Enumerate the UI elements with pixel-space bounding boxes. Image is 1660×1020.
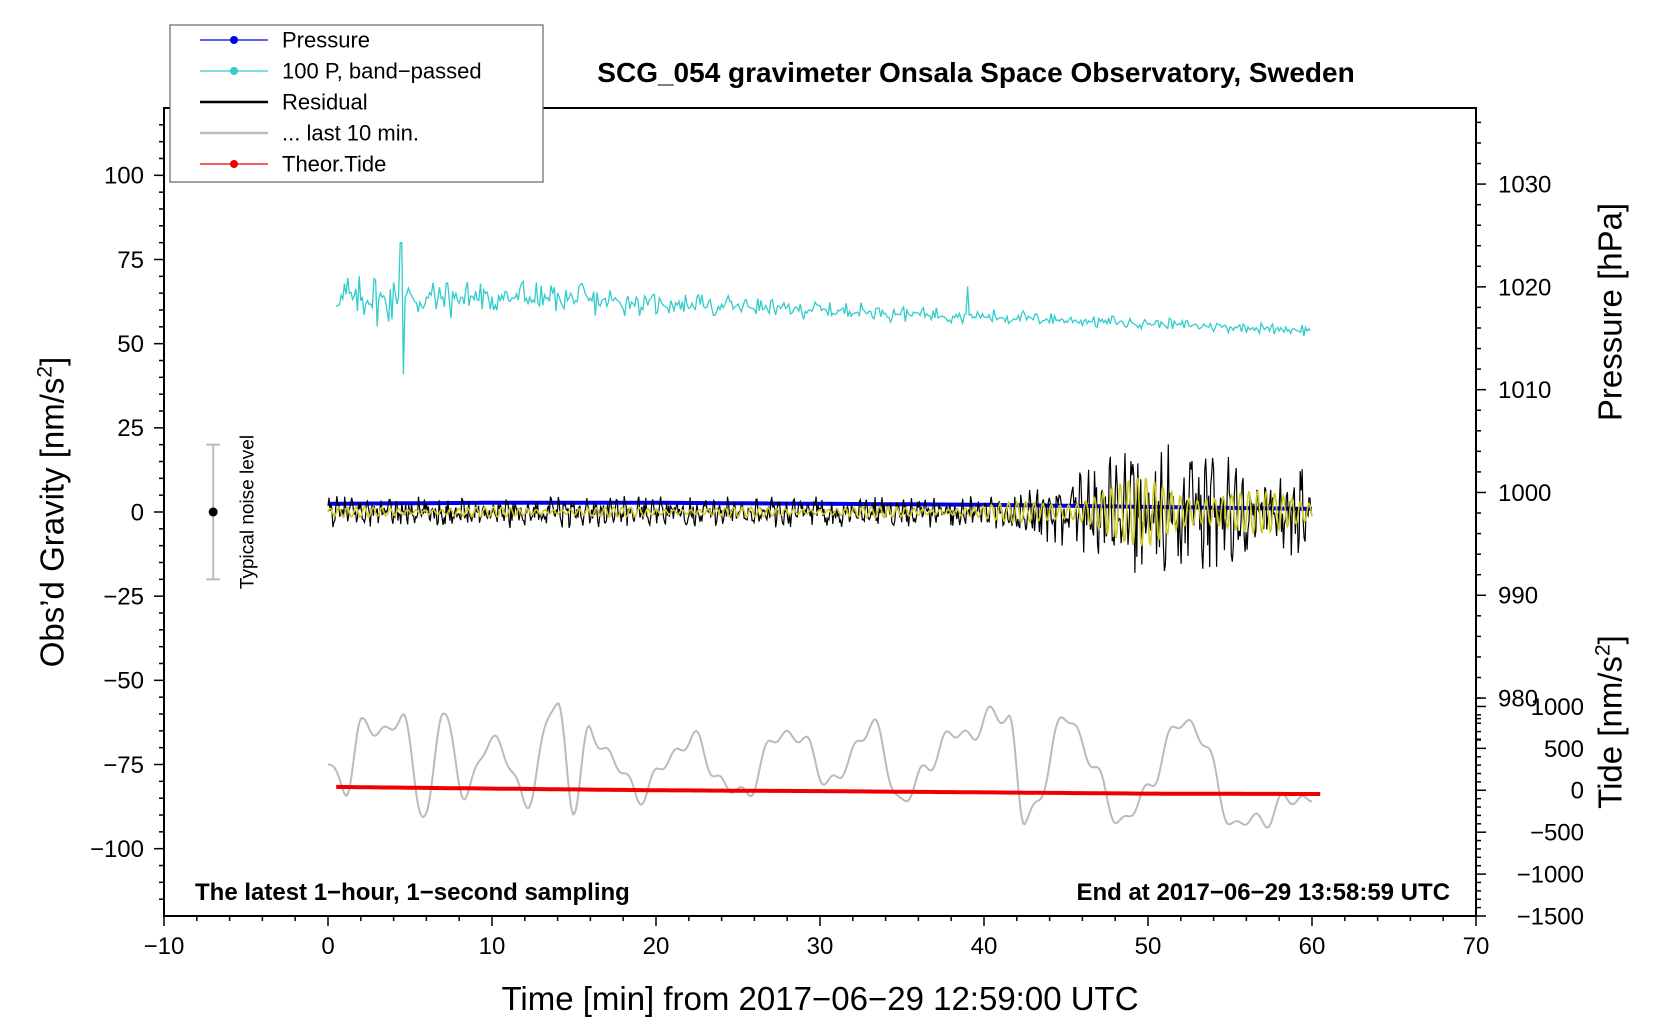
tide-axis-title: Tide [nm/s2] <box>1592 635 1629 809</box>
pressure-tick-label: 1000 <box>1498 480 1551 507</box>
x-tick-label: −10 <box>144 933 185 960</box>
y-tick-label: −50 <box>103 668 144 695</box>
tide-tick-label: 0 <box>1571 778 1584 805</box>
x-tick-label: 0 <box>321 933 334 960</box>
legend-box <box>169 24 544 183</box>
legend-label: 100 P, band−passed <box>282 59 482 84</box>
noise-level-indicator <box>206 443 221 581</box>
gravity-axis: 100 75 50 25 0 −25 −50 −75 −100 <box>90 124 164 900</box>
legend: Pressure 100 P, band−passed Residual ... la… <box>169 24 544 183</box>
series-last-10-min <box>327 702 1313 829</box>
pressure-tick-label: 990 <box>1498 583 1538 610</box>
series-band-passed-pressure <box>335 242 1311 375</box>
legend-swatch-dot <box>230 160 238 168</box>
y-tick-label: −25 <box>103 584 144 611</box>
legend-swatch-dot <box>230 67 238 75</box>
legend-label: Theor.Tide <box>282 152 386 177</box>
x-tick-label: 40 <box>971 933 998 960</box>
tide-tick-label: 1000 <box>1531 694 1584 721</box>
x-tick-label: 30 <box>807 933 834 960</box>
y-tick-label: 100 <box>104 163 144 190</box>
tide-tick-label: −1500 <box>1517 903 1584 930</box>
y-tick-label: 0 <box>131 499 144 526</box>
series-theoretical-tide <box>336 784 1321 796</box>
legend-label: Pressure <box>282 28 370 53</box>
footer-right-annotation: End at 2017−06−29 13:58:59 UTC <box>1076 879 1450 906</box>
tide-tick-label: 500 <box>1544 736 1584 763</box>
tide-tick-label: −1000 <box>1517 861 1584 888</box>
y-left-axis-title: Obs’d Gravity [nm/s2] <box>34 357 71 668</box>
pressure-tick-label: 1020 <box>1498 274 1551 301</box>
x-axis-title: Time [min] from 2017−06−29 12:59:00 UTC <box>501 980 1138 1017</box>
x-tick-label: 70 <box>1463 933 1490 960</box>
y-tick-label: 25 <box>117 415 144 442</box>
pressure-axis: 980 990 1000 1010 1020 1030 <box>1476 121 1551 740</box>
noise-center-dot <box>208 507 218 517</box>
legend-swatch-dot <box>230 36 238 44</box>
pressure-axis-title: Pressure [hPa] <box>1592 203 1629 421</box>
x-tick-label: 20 <box>643 933 670 960</box>
pressure-tick-label: 1010 <box>1498 377 1551 404</box>
noise-level-label: Typical noise level <box>238 435 259 589</box>
x-tick-label: 60 <box>1299 933 1326 960</box>
footer-left-annotation: The latest 1−hour, 1−second sampling <box>195 879 630 906</box>
x-tick-label: 10 <box>479 933 506 960</box>
series-layer <box>327 242 1321 829</box>
y-tick-label: 50 <box>117 331 144 358</box>
x-tick-label: 50 <box>1135 933 1162 960</box>
y-tick-label: 75 <box>117 247 144 274</box>
pressure-tick-label: 980 <box>1498 685 1538 712</box>
tide-axis: 1000 500 0 −500 −1000 −1500 <box>1476 694 1584 930</box>
x-axis: −10 0 10 20 30 40 50 60 70 <box>144 916 1490 960</box>
y-tick-label: −100 <box>90 836 144 863</box>
series-residual-filtered <box>327 477 1313 548</box>
y-tick-label: −75 <box>103 752 144 779</box>
legend-label: Residual <box>282 90 368 115</box>
tide-tick-label: −500 <box>1530 820 1584 847</box>
pressure-tick-label: 1030 <box>1498 171 1551 198</box>
chart-title: SCG_054 gravimeter Onsala Space Observat… <box>597 57 1354 88</box>
legend-label: ... last 10 min. <box>282 121 419 146</box>
